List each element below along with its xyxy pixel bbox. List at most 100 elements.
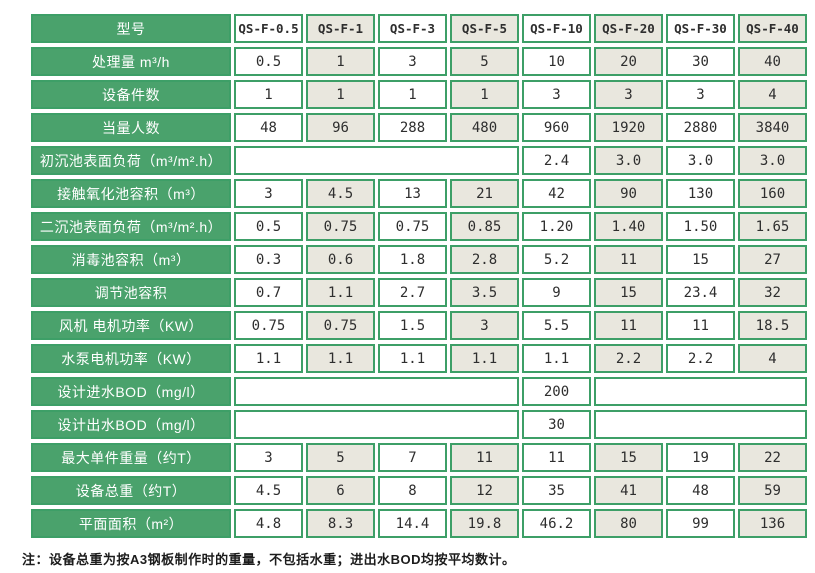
table-cell: 1 xyxy=(234,80,303,109)
row-label: 水泵电机功率（KW） xyxy=(31,344,231,373)
table-cell: 480 xyxy=(450,113,519,142)
table-cell: 0.75 xyxy=(306,311,375,340)
table-cell: 21 xyxy=(450,179,519,208)
table-cell: 40 xyxy=(738,47,807,76)
table-cell: 136 xyxy=(738,509,807,538)
table-cell: 3.0 xyxy=(594,146,663,175)
table-cell: 11 xyxy=(450,443,519,472)
table-cell: 11 xyxy=(666,311,735,340)
table-cell: 0.3 xyxy=(234,245,303,274)
table-cell: 0.5 xyxy=(234,47,303,76)
table-row: 处理量 m³/h 0.5 1 3 5 10 20 30 40 xyxy=(31,47,807,76)
table-cell: 3 xyxy=(450,311,519,340)
table-cell: 48 xyxy=(234,113,303,142)
table-cell: 3.0 xyxy=(666,146,735,175)
table-cell: 2.2 xyxy=(666,344,735,373)
table-cell: 1.1 xyxy=(378,344,447,373)
table-cell: 11 xyxy=(594,245,663,274)
table-row: 消毒池容积（m³） 0.3 0.6 1.8 2.8 5.2 11 15 27 xyxy=(31,245,807,274)
table-cell: 48 xyxy=(666,476,735,505)
table-row: 接触氧化池容积（m³） 3 4.5 13 21 42 90 130 160 xyxy=(31,179,807,208)
table-cell: 5 xyxy=(306,443,375,472)
header-row: 型号 QS-F-0.5 QS-F-1 QS-F-3 QS-F-5 QS-F-10 QS-F-… xyxy=(31,14,807,43)
table-cell: 35 xyxy=(522,476,591,505)
row-label: 消毒池容积（m³） xyxy=(31,245,231,274)
model-header: QS-F-10 xyxy=(522,14,591,43)
row-label: 平面面积（m²） xyxy=(31,509,231,538)
table-cell: 14.4 xyxy=(378,509,447,538)
table-row: 最大单件重量（约T） 3 5 7 11 11 15 19 22 xyxy=(31,443,807,472)
row-label: 型号 xyxy=(31,14,231,43)
merged-cell xyxy=(594,377,807,406)
table-cell: 2.2 xyxy=(594,344,663,373)
table-cell: 1.20 xyxy=(522,212,591,241)
table-cell: 0.75 xyxy=(234,311,303,340)
table-cell: 1.1 xyxy=(306,278,375,307)
table-cell: 0.75 xyxy=(306,212,375,241)
table-cell: 3.0 xyxy=(738,146,807,175)
spec-table: 型号 QS-F-0.5 QS-F-1 QS-F-3 QS-F-5 QS-F-10 QS-F-… xyxy=(28,10,810,542)
table-cell: 5 xyxy=(450,47,519,76)
table-cell: 4 xyxy=(738,344,807,373)
table-cell: 27 xyxy=(738,245,807,274)
table-cell: 1 xyxy=(306,47,375,76)
table-cell: 4.8 xyxy=(234,509,303,538)
table-cell: 4.5 xyxy=(306,179,375,208)
model-header: QS-F-1 xyxy=(306,14,375,43)
table-row: 平面面积（m²） 4.8 8.3 14.4 19.8 46.2 80 99 136 xyxy=(31,509,807,538)
table-row: 设计出水BOD（mg/l） 30 xyxy=(31,410,807,439)
table-row: 设备总重（约T） 4.5 6 8 12 35 41 48 59 xyxy=(31,476,807,505)
table-cell: 15 xyxy=(666,245,735,274)
table-cell: 19 xyxy=(666,443,735,472)
table-cell: 0.85 xyxy=(450,212,519,241)
table-cell: 13 xyxy=(378,179,447,208)
table-cell: 5.2 xyxy=(522,245,591,274)
merged-cell xyxy=(234,377,519,406)
table-cell: 18.5 xyxy=(738,311,807,340)
table-cell: 3 xyxy=(378,47,447,76)
table-cell: 960 xyxy=(522,113,591,142)
table-cell: 30 xyxy=(666,47,735,76)
table-cell: 1.5 xyxy=(378,311,447,340)
table-cell: 99 xyxy=(666,509,735,538)
row-label: 设备件数 xyxy=(31,80,231,109)
table-row: 当量人数 48 96 288 480 960 1920 2880 3840 xyxy=(31,113,807,142)
table-cell: 4 xyxy=(738,80,807,109)
table-cell: 32 xyxy=(738,278,807,307)
table-cell: 80 xyxy=(594,509,663,538)
row-label: 最大单件重量（约T） xyxy=(31,443,231,472)
table-cell: 1.50 xyxy=(666,212,735,241)
table-cell: 96 xyxy=(306,113,375,142)
table-cell: 59 xyxy=(738,476,807,505)
row-label: 当量人数 xyxy=(31,113,231,142)
table-cell: 46.2 xyxy=(522,509,591,538)
model-header: QS-F-0.5 xyxy=(234,14,303,43)
merged-cell xyxy=(234,146,519,175)
table-cell: 1 xyxy=(378,80,447,109)
table-cell: 10 xyxy=(522,47,591,76)
table-cell: 20 xyxy=(594,47,663,76)
model-header: QS-F-30 xyxy=(666,14,735,43)
table-cell: 12 xyxy=(450,476,519,505)
table-cell: 1.8 xyxy=(378,245,447,274)
table-cell: 8.3 xyxy=(306,509,375,538)
table-cell: 1920 xyxy=(594,113,663,142)
table-row: 设备件数 1 1 1 1 3 3 3 4 xyxy=(31,80,807,109)
table-cell: 1.40 xyxy=(594,212,663,241)
table-row: 水泵电机功率（KW） 1.1 1.1 1.1 1.1 1.1 2.2 2.2 4 xyxy=(31,344,807,373)
table-cell: 7 xyxy=(378,443,447,472)
table-cell: 3 xyxy=(522,80,591,109)
table-cell: 42 xyxy=(522,179,591,208)
table-cell: 1.1 xyxy=(522,344,591,373)
row-label: 调节池容积 xyxy=(31,278,231,307)
table-cell: 2.7 xyxy=(378,278,447,307)
table-row: 调节池容积 0.7 1.1 2.7 3.5 9 15 23.4 32 xyxy=(31,278,807,307)
table-cell: 0.7 xyxy=(234,278,303,307)
row-label: 设备总重（约T） xyxy=(31,476,231,505)
table-cell: 1.65 xyxy=(738,212,807,241)
table-cell: 2.4 xyxy=(522,146,591,175)
model-header: QS-F-5 xyxy=(450,14,519,43)
footnote-text: 注：设备总重为按A3钢板制作时的重量，不包括水重；进出水BOD均按平均数计。 xyxy=(22,552,516,567)
row-label: 二沉池表面负荷（m³/m².h） xyxy=(31,212,231,241)
table-cell: 19.8 xyxy=(450,509,519,538)
